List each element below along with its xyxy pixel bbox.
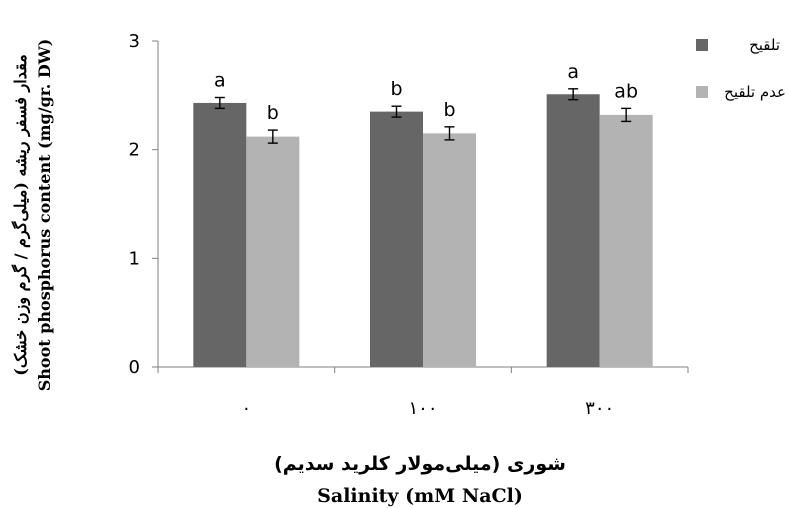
x-tick-label: ۰ (241, 398, 251, 419)
y-tick-label: 2 (129, 140, 140, 161)
x-axis-label-en: Salinity (mM NaCl) (317, 485, 523, 507)
y-axis-label-fa: مقدار فسفر ریشه (میلی‌گرم / گرم وزن خشک) (11, 54, 31, 376)
y-tick-label: 3 (129, 31, 140, 52)
bar (423, 133, 476, 367)
x-axis-label-fa: شوری (میلی‌مولار کلرید سدیم) (274, 453, 566, 475)
significance-label: ab (614, 80, 638, 102)
significance-label: a (567, 61, 579, 83)
significance-label: b (443, 99, 455, 121)
bar (599, 114, 653, 367)
bar (546, 94, 600, 367)
legend-label-inoculated: تلقیح (749, 36, 780, 54)
x-ticks: ۰ ۱۰۰ ۳۰۰ (157, 367, 689, 419)
significance-label: b (390, 78, 402, 100)
y-tick-label: 1 (129, 248, 140, 269)
y-tick-label: 0 (129, 357, 140, 378)
x-tick-label: ۳۰۰ (585, 398, 614, 419)
legend: تلقیح عدم تلقیح (696, 36, 786, 101)
bar (193, 102, 247, 367)
legend-swatch-non-inoculated (696, 86, 708, 98)
bar (246, 136, 300, 367)
x-tick-label: ۱۰۰ (408, 398, 437, 419)
significance-label: b (267, 102, 279, 124)
legend-swatch-inoculated (696, 39, 708, 51)
y-ticks: 0 1 2 3 (129, 31, 158, 378)
legend-label-non-inoculated: عدم تلقیح (724, 83, 786, 101)
y-axis-label-en: Shoot phosphorus content (mg/gr. DW) (35, 39, 54, 392)
bar (370, 111, 423, 367)
significance-label: a (214, 70, 226, 92)
